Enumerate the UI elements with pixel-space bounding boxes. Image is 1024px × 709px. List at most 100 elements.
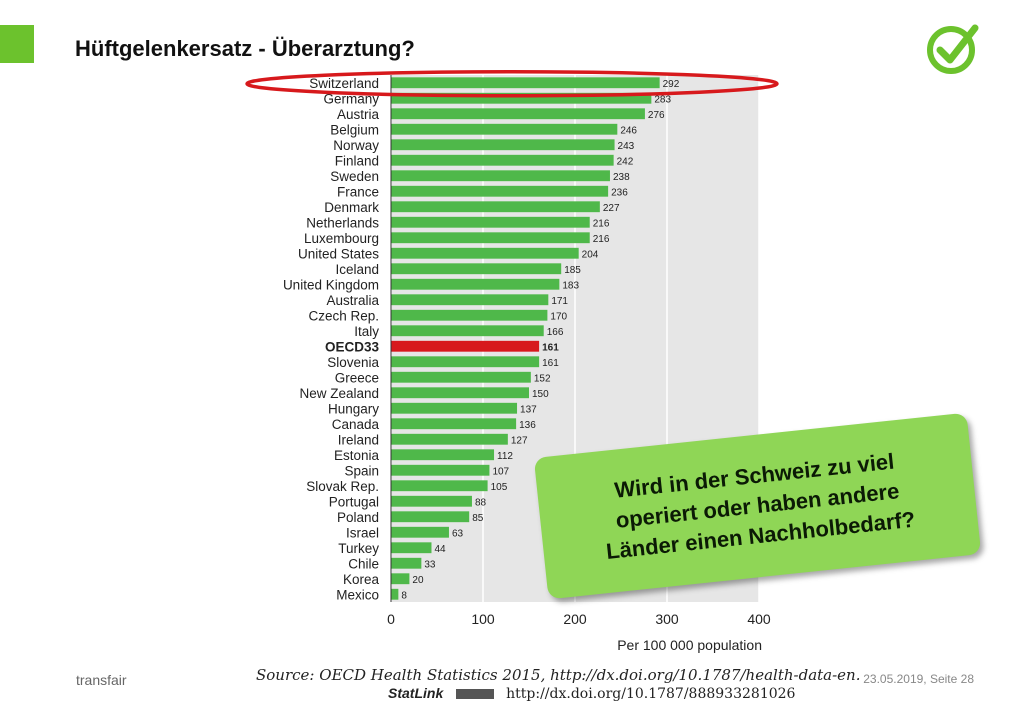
bar — [391, 185, 609, 197]
x-tick-label: 300 — [655, 611, 679, 627]
accent-slant — [0, 25, 22, 63]
category-label: Canada — [332, 417, 380, 432]
bar — [391, 402, 518, 414]
bar — [391, 170, 610, 182]
category-label: Greece — [335, 370, 379, 385]
data-label: 85 — [472, 513, 484, 524]
bar — [391, 154, 614, 166]
data-label: 216 — [593, 234, 610, 245]
bar — [391, 387, 529, 399]
highlight-ellipse — [245, 70, 779, 98]
category-label: Slovak Rep. — [306, 479, 379, 494]
category-label: Austria — [337, 107, 380, 122]
footer-brand: transfair — [76, 672, 127, 688]
category-label: Iceland — [335, 262, 379, 277]
data-label: 107 — [492, 466, 509, 477]
category-label: Turkey — [338, 541, 379, 556]
category-label: Korea — [343, 572, 380, 587]
statlink-url[interactable]: http://dx.doi.org/10.1787/888933281026 — [506, 686, 796, 702]
category-label: Denmark — [324, 200, 379, 215]
data-label: 185 — [564, 265, 581, 276]
category-label: Czech Rep. — [308, 308, 379, 323]
statlink-label: StatLink — [388, 685, 444, 701]
source-text: OECD Health Statistics 2015, http://dx.d… — [319, 666, 861, 684]
x-tick-label: 400 — [747, 611, 771, 627]
checkmark-circle-icon — [927, 24, 979, 74]
bar — [391, 480, 488, 492]
category-label: Italy — [354, 324, 379, 339]
statlink-logo-icon — [455, 689, 494, 699]
data-label: 20 — [412, 575, 424, 586]
bar — [391, 232, 590, 244]
category-label: Norway — [333, 138, 379, 153]
data-label: 136 — [519, 420, 536, 431]
data-label: 238 — [613, 172, 630, 183]
source-note: Source: OECD Health Statistics 2015, htt… — [256, 666, 860, 684]
x-tick-label: 200 — [563, 611, 587, 627]
data-label: 204 — [582, 249, 599, 260]
category-label: Spain — [344, 463, 379, 478]
data-label: 127 — [511, 435, 528, 446]
source-label: Source: — [256, 666, 315, 684]
data-label: 227 — [603, 203, 620, 214]
category-label: Israel — [346, 525, 379, 540]
bar — [391, 247, 579, 259]
bar — [391, 108, 645, 120]
data-label: 8 — [401, 590, 407, 601]
bar — [391, 92, 652, 104]
bar — [391, 139, 615, 151]
data-label: 161 — [542, 342, 559, 353]
bar — [391, 573, 410, 585]
data-label: 150 — [532, 389, 549, 400]
category-label: France — [337, 184, 379, 199]
category-label: OECD33 — [325, 339, 380, 354]
data-label: 243 — [618, 141, 635, 152]
bar — [391, 542, 432, 554]
data-label: 171 — [551, 296, 568, 307]
category-label: Poland — [337, 510, 379, 525]
data-label: 292 — [663, 79, 680, 90]
category-label: Switzerland — [309, 76, 379, 91]
bar — [391, 588, 399, 600]
x-axis-label: Per 100 000 population — [617, 637, 762, 653]
data-label: 170 — [550, 311, 567, 322]
bar — [391, 433, 508, 445]
data-label: 236 — [611, 187, 628, 198]
category-label: Slovenia — [327, 355, 379, 370]
category-label: Estonia — [334, 448, 380, 463]
bar — [391, 557, 422, 569]
data-label: 112 — [497, 451, 513, 462]
bar — [391, 511, 470, 523]
x-tick-label: 100 — [471, 611, 495, 627]
x-tick-label: 0 — [387, 611, 395, 627]
data-label: 152 — [534, 373, 551, 384]
data-label: 283 — [654, 94, 671, 105]
category-label: Ireland — [338, 432, 379, 447]
bar — [391, 325, 544, 337]
page-title: Hüftgelenkersatz - Überarztung? — [75, 36, 415, 61]
category-label: Finland — [335, 153, 379, 168]
category-label: Sweden — [330, 169, 379, 184]
data-label: 183 — [562, 280, 579, 291]
data-label: 88 — [475, 497, 487, 508]
bar — [391, 526, 449, 538]
category-label: Chile — [348, 556, 379, 571]
category-label: Portugal — [329, 494, 379, 509]
data-label: 246 — [620, 125, 637, 136]
data-label: 137 — [520, 404, 537, 415]
data-label: 105 — [491, 482, 508, 493]
category-label: Mexico — [336, 587, 379, 602]
data-label: 63 — [452, 528, 464, 539]
category-label: Netherlands — [306, 215, 379, 230]
footer-date-page: 23.05.2019, Seite 28 — [863, 672, 974, 686]
bar — [391, 201, 600, 213]
category-label: Hungary — [328, 401, 379, 416]
category-label: United States — [298, 246, 379, 261]
bar — [391, 294, 549, 306]
bar — [391, 464, 490, 476]
data-label: 276 — [648, 110, 665, 121]
bar — [391, 356, 540, 368]
category-label: United Kingdom — [283, 277, 379, 292]
category-label: Australia — [326, 293, 379, 308]
bar — [391, 263, 562, 275]
